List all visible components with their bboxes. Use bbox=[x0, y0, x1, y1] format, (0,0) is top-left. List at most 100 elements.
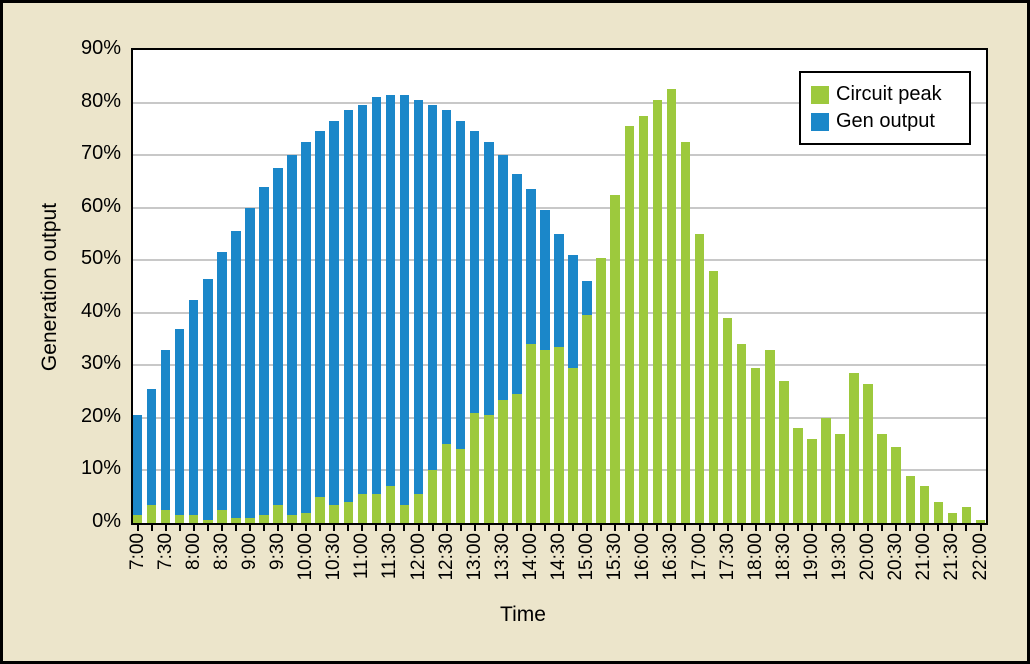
bar-circuit-peak bbox=[793, 428, 803, 523]
bar-circuit-peak bbox=[708, 270, 719, 523]
x-tick-mark bbox=[740, 525, 743, 531]
bar-circuit-peak bbox=[540, 349, 550, 523]
bar-gen-output bbox=[554, 233, 564, 347]
bar-circuit-peak bbox=[807, 438, 817, 523]
bar-gen-output bbox=[203, 278, 213, 521]
y-tick-label: 20% bbox=[80, 404, 121, 427]
x-tick-label: 12:30 bbox=[435, 533, 457, 581]
x-tick-mark bbox=[754, 525, 757, 531]
x-tick-mark bbox=[206, 525, 209, 531]
x-tick-mark bbox=[459, 525, 462, 531]
x-tick-mark bbox=[586, 525, 589, 531]
x-tick-label: 18:00 bbox=[744, 533, 766, 581]
bar-gen-output bbox=[231, 231, 241, 518]
y-tick-label: 30% bbox=[80, 352, 121, 375]
bar-circuit-peak bbox=[399, 504, 410, 523]
x-tick-label: 7:30 bbox=[154, 533, 176, 570]
x-tick-mark bbox=[487, 525, 490, 531]
x-tick-mark bbox=[192, 525, 195, 531]
x-tick-mark bbox=[389, 525, 392, 531]
x-tick-label: 8:30 bbox=[210, 533, 232, 570]
x-tick-label: 18:30 bbox=[772, 533, 794, 581]
x-tick-mark bbox=[670, 525, 673, 531]
x-tick-mark bbox=[347, 525, 350, 531]
x-tick-label: 19:30 bbox=[829, 533, 850, 581]
bar-circuit-peak bbox=[835, 433, 845, 523]
x-tick-mark bbox=[473, 525, 476, 531]
x-tick-mark bbox=[656, 525, 659, 531]
y-tick-label: 10% bbox=[80, 457, 121, 480]
x-tick-mark bbox=[796, 525, 799, 531]
bar-circuit-peak bbox=[441, 444, 452, 523]
y-tick-label: 90% bbox=[80, 37, 121, 59]
gridline bbox=[133, 206, 986, 209]
bar-gen-output bbox=[273, 168, 283, 505]
x-tick-mark bbox=[979, 525, 982, 531]
x-tick-mark bbox=[248, 525, 251, 531]
bar-circuit-peak bbox=[919, 486, 930, 523]
x-tick-label: 13:00 bbox=[463, 533, 485, 581]
bar-circuit-peak bbox=[512, 394, 522, 523]
x-tick-mark bbox=[867, 525, 870, 531]
x-tick-label: 17:00 bbox=[688, 533, 710, 581]
bar-circuit-peak bbox=[779, 381, 789, 523]
bar-gen-output bbox=[174, 328, 185, 516]
x-tick-label: 13:30 bbox=[491, 533, 513, 581]
x-tick-mark bbox=[642, 525, 645, 531]
y-tick-label: 80% bbox=[80, 89, 121, 112]
bar-circuit-peak bbox=[174, 515, 185, 523]
bar-circuit-peak bbox=[427, 470, 438, 523]
bar-circuit-peak bbox=[259, 515, 269, 523]
legend: Circuit peak Gen output bbox=[799, 71, 971, 145]
x-tick-label: 21:00 bbox=[913, 533, 935, 581]
bar-gen-output bbox=[399, 94, 410, 505]
x-tick-label: 7:00 bbox=[126, 533, 148, 570]
x-tick-label: 15:30 bbox=[604, 533, 626, 581]
x-tick-mark bbox=[305, 525, 308, 531]
bar-circuit-peak bbox=[596, 257, 606, 523]
x-tick-mark bbox=[403, 525, 406, 531]
x-tick-mark bbox=[361, 525, 364, 531]
bar-circuit-peak bbox=[315, 496, 325, 523]
x-tick-label: 20:00 bbox=[857, 533, 879, 581]
bar-circuit-peak bbox=[863, 383, 873, 523]
bar-circuit-peak bbox=[849, 373, 859, 523]
y-axis-title: Generation output bbox=[38, 202, 61, 372]
x-tick-label: 22:00 bbox=[969, 533, 991, 581]
bar-circuit-peak bbox=[273, 504, 283, 523]
y-tick-label: 0% bbox=[92, 510, 121, 532]
gridline bbox=[133, 101, 986, 104]
bar-gen-output bbox=[315, 131, 325, 497]
bar-gen-output bbox=[455, 120, 466, 450]
x-tick-mark bbox=[923, 525, 926, 531]
bar-gen-output bbox=[568, 254, 578, 368]
bar-circuit-peak bbox=[905, 475, 915, 523]
x-tick-label: 9:00 bbox=[238, 533, 260, 570]
bar-gen-output bbox=[526, 189, 536, 345]
x-tick-mark bbox=[600, 525, 603, 531]
x-tick-mark bbox=[909, 525, 912, 531]
bar-circuit-peak bbox=[568, 367, 578, 523]
bar-circuit-peak bbox=[666, 89, 677, 523]
x-tick-mark bbox=[712, 525, 715, 531]
x-tick-mark bbox=[445, 525, 448, 531]
x-tick-mark bbox=[951, 525, 954, 531]
x-tick-mark bbox=[572, 525, 575, 531]
bar-circuit-peak bbox=[694, 233, 705, 523]
bar-gen-output bbox=[160, 349, 171, 510]
bar-circuit-peak bbox=[203, 520, 213, 523]
bar-circuit-peak bbox=[188, 515, 199, 523]
bar-circuit-peak bbox=[301, 512, 311, 523]
bar-circuit-peak bbox=[821, 417, 831, 523]
x-tick-mark bbox=[558, 525, 560, 531]
bar-circuit-peak bbox=[722, 318, 733, 523]
x-tick-label: 12:00 bbox=[407, 533, 429, 581]
bar-circuit-peak bbox=[217, 509, 227, 523]
x-tick-mark bbox=[684, 525, 687, 531]
legend-label-gen-output: Gen output bbox=[836, 110, 935, 132]
bar-circuit-peak bbox=[582, 315, 592, 523]
bar-gen-output bbox=[540, 210, 550, 350]
bar-circuit-peak bbox=[680, 141, 691, 523]
bar-gen-output bbox=[146, 389, 157, 505]
x-axis-title: Time bbox=[500, 603, 546, 626]
